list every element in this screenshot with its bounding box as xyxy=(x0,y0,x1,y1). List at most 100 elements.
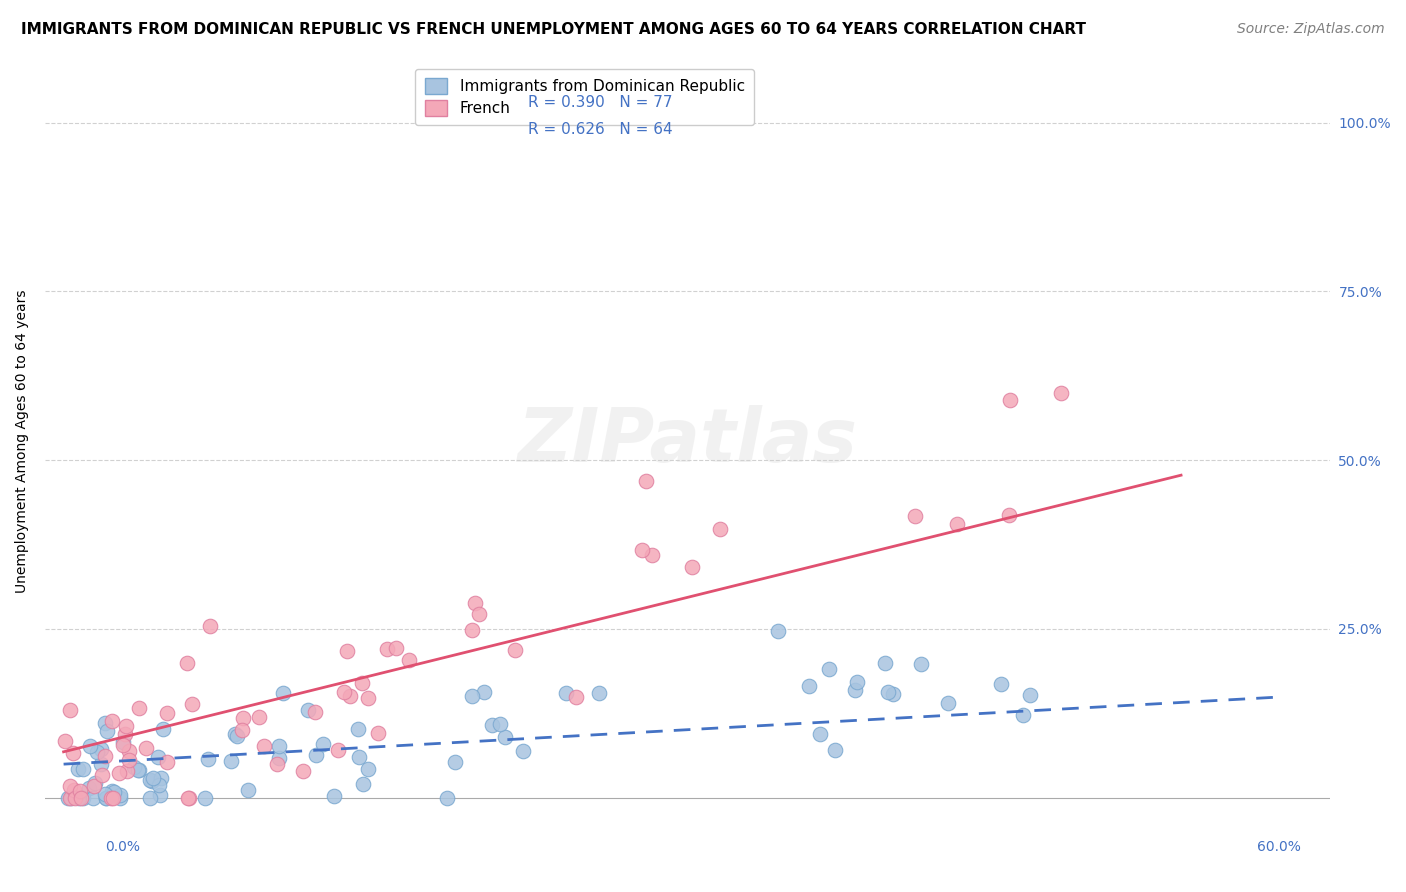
Point xyxy=(194,790,217,805)
Point xyxy=(367,726,389,740)
Point xyxy=(77,781,100,796)
Y-axis label: Unemployment Among Ages 60 to 64 years: Unemployment Among Ages 60 to 64 years xyxy=(15,290,30,593)
Point xyxy=(72,790,94,805)
Point xyxy=(149,771,172,785)
Point xyxy=(101,790,124,805)
Point xyxy=(96,724,118,739)
Point xyxy=(1012,708,1035,723)
Point xyxy=(122,759,145,773)
Point xyxy=(112,735,135,749)
Point xyxy=(90,757,112,772)
Point xyxy=(69,790,91,805)
Point xyxy=(59,790,82,805)
Point xyxy=(176,656,198,670)
Point xyxy=(101,784,124,798)
Point xyxy=(882,687,904,701)
Point xyxy=(114,727,136,741)
Text: 0.0%: 0.0% xyxy=(105,840,141,855)
Point xyxy=(156,755,179,769)
Point xyxy=(631,543,654,558)
Point xyxy=(512,744,534,758)
Point xyxy=(269,739,291,754)
Point xyxy=(128,700,150,714)
Point xyxy=(56,790,79,805)
Point xyxy=(59,779,82,793)
Point xyxy=(103,785,125,799)
Point xyxy=(799,679,821,693)
Point xyxy=(503,643,526,657)
Text: Source: ZipAtlas.com: Source: ZipAtlas.com xyxy=(1237,22,1385,37)
Point xyxy=(179,790,201,805)
Point xyxy=(681,560,703,574)
Point xyxy=(94,790,117,805)
Point xyxy=(79,739,101,754)
Point xyxy=(333,685,356,699)
Point xyxy=(990,677,1012,691)
Point xyxy=(824,743,846,757)
Point xyxy=(443,756,465,770)
Point xyxy=(910,657,932,671)
Point xyxy=(127,764,149,778)
Point xyxy=(1018,688,1040,702)
Point xyxy=(873,657,896,671)
Point xyxy=(818,662,841,676)
Point xyxy=(72,762,94,776)
Point xyxy=(90,767,112,781)
Point xyxy=(198,619,221,633)
Point xyxy=(139,790,162,805)
Point xyxy=(641,548,664,562)
Point xyxy=(108,766,131,780)
Point xyxy=(148,750,170,764)
Point xyxy=(291,764,314,779)
Point xyxy=(63,790,86,805)
Point xyxy=(377,642,399,657)
Point xyxy=(232,711,254,725)
Text: R = 0.626   N = 64: R = 0.626 N = 64 xyxy=(529,122,673,137)
Point xyxy=(236,782,259,797)
Text: 60.0%: 60.0% xyxy=(1257,840,1301,855)
Point xyxy=(247,710,270,724)
Point xyxy=(304,705,326,719)
Point xyxy=(467,607,489,621)
Point xyxy=(108,790,131,805)
Point xyxy=(323,789,346,803)
Point xyxy=(347,750,370,764)
Point xyxy=(946,516,969,531)
Point xyxy=(181,698,204,712)
Point xyxy=(141,771,163,785)
Point xyxy=(436,790,458,805)
Point xyxy=(94,787,117,801)
Point xyxy=(115,764,138,778)
Point xyxy=(69,784,91,798)
Point xyxy=(398,653,420,667)
Point xyxy=(904,508,927,523)
Point xyxy=(148,778,170,792)
Point xyxy=(100,714,122,729)
Point xyxy=(59,790,82,805)
Point xyxy=(152,722,174,736)
Point xyxy=(297,703,319,717)
Point xyxy=(844,683,866,698)
Point xyxy=(998,392,1021,407)
Point xyxy=(347,722,370,736)
Point xyxy=(336,644,359,658)
Point xyxy=(326,743,349,757)
Text: IMMIGRANTS FROM DOMINICAN REPUBLIC VS FRENCH UNEMPLOYMENT AMONG AGES 60 TO 64 YE: IMMIGRANTS FROM DOMINICAN REPUBLIC VS FR… xyxy=(21,22,1085,37)
Point xyxy=(231,723,253,737)
Point xyxy=(128,763,150,777)
Point xyxy=(55,734,77,748)
Point xyxy=(472,684,495,698)
Point xyxy=(93,748,115,763)
Point xyxy=(62,746,84,760)
Point xyxy=(93,716,115,731)
Point xyxy=(461,623,484,637)
Point xyxy=(588,686,610,700)
Point xyxy=(156,706,179,720)
Point xyxy=(86,745,108,759)
Point xyxy=(998,508,1021,522)
Point xyxy=(66,762,89,776)
Point xyxy=(305,747,328,762)
Point xyxy=(82,790,104,805)
Point xyxy=(464,595,486,609)
Point xyxy=(59,703,82,717)
